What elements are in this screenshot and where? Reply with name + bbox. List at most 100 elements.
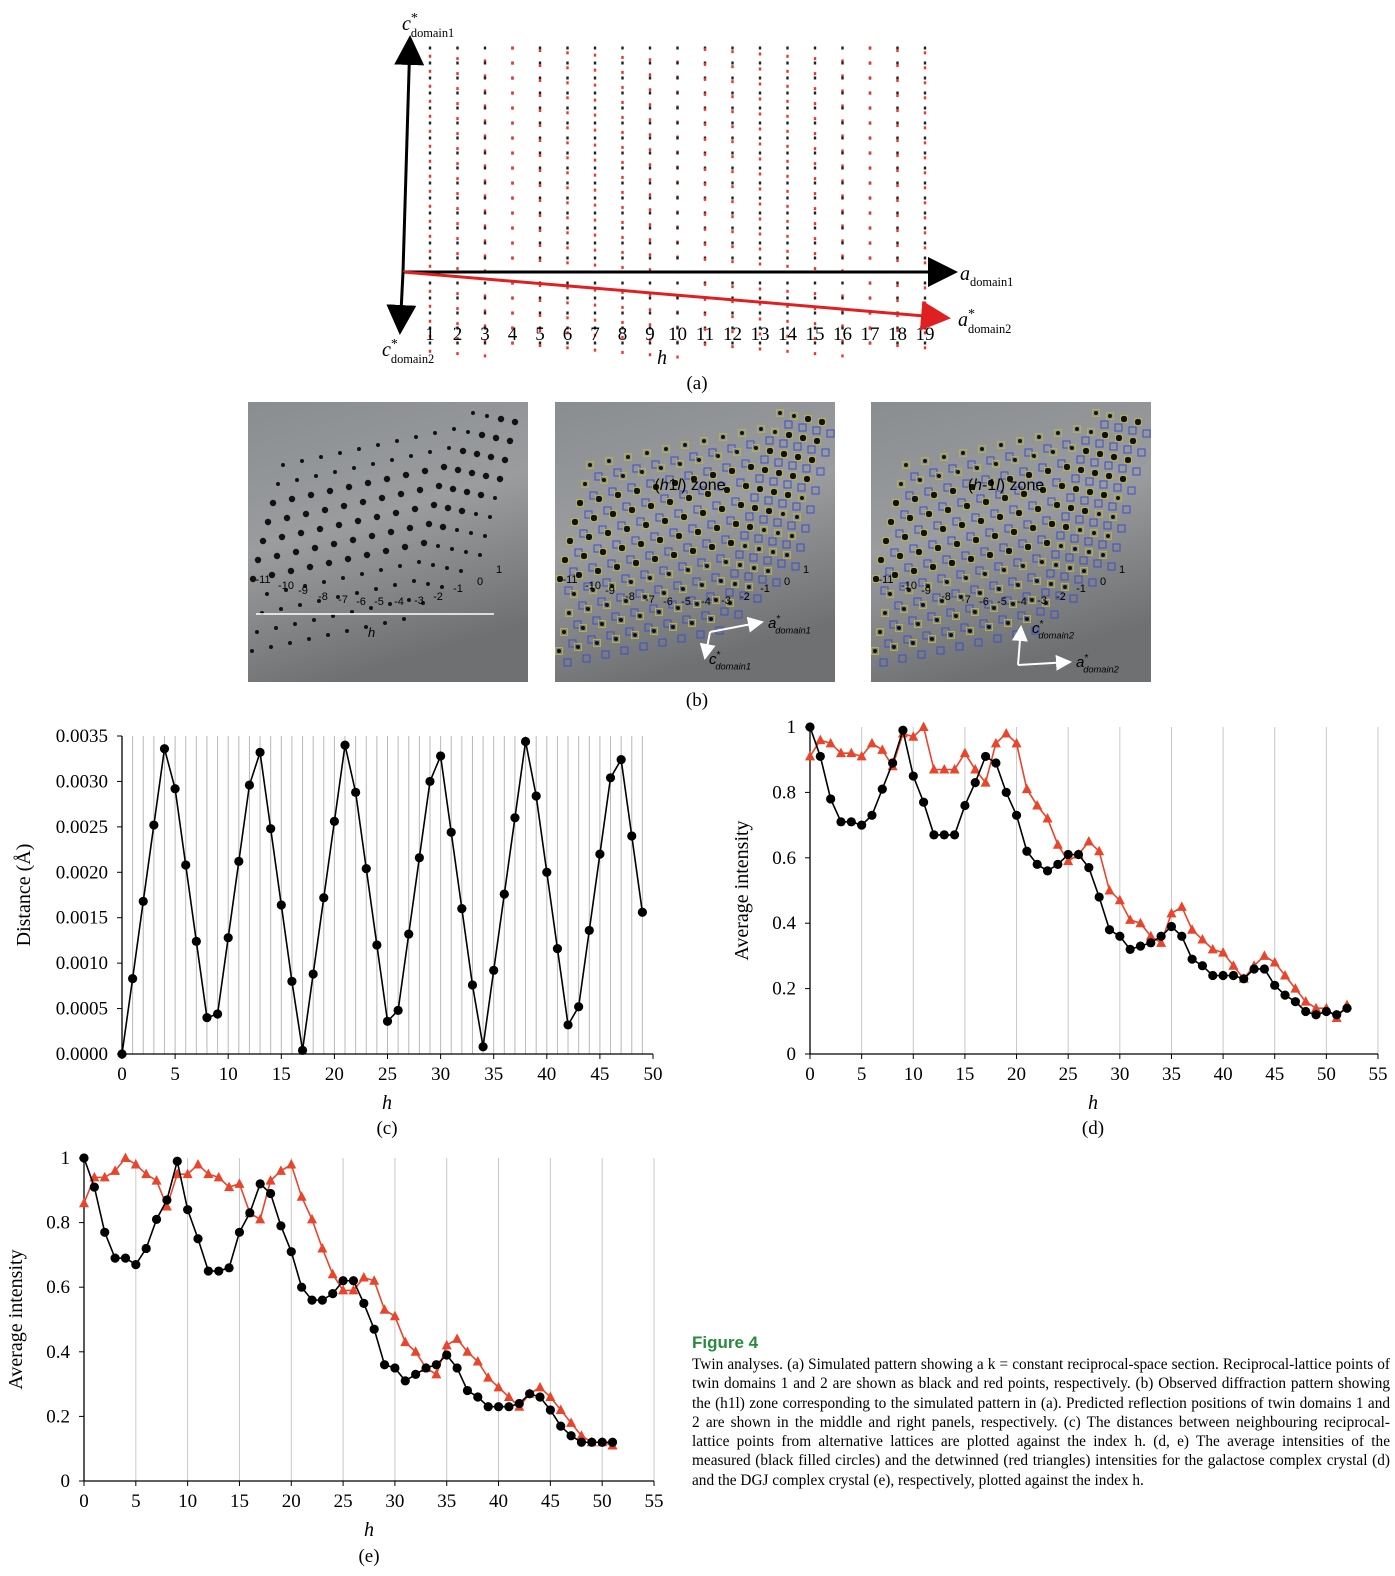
marker (478, 1042, 488, 1052)
zone-part: ) zone (1000, 477, 1045, 494)
lattice-point-domain1 (428, 211, 432, 215)
lattice-point-domain1 (456, 196, 459, 200)
marker (949, 764, 960, 774)
marker (1104, 925, 1115, 935)
spot (633, 633, 637, 637)
predicted-position (575, 571, 583, 579)
spot (421, 467, 429, 475)
lattice-point-domain2 (786, 84, 789, 88)
spot (387, 528, 395, 536)
predicted-position (707, 615, 715, 623)
lattice-point-domain2 (456, 57, 459, 61)
vector-symbol: c (709, 651, 717, 668)
lattice-point-domain1 (758, 281, 762, 285)
lattice-point-domain2 (758, 202, 762, 206)
marker (856, 750, 867, 761)
predicted-position (688, 619, 696, 627)
lattice-point-domain1 (456, 241, 459, 245)
lattice-point-domain1 (731, 341, 734, 345)
spot (1063, 463, 1071, 471)
lattice-point-domain2 (621, 55, 624, 59)
lattice-point-domain1 (648, 166, 652, 170)
lattice-point-domain1 (841, 181, 844, 185)
lattice-point-domain1 (676, 296, 679, 300)
marker (825, 737, 836, 748)
lattice-point-domain2 (758, 217, 762, 221)
spot (595, 641, 599, 645)
spot (737, 501, 745, 509)
spot (757, 547, 761, 551)
lattice-point-domain2 (483, 134, 487, 138)
lattice-point-domain2 (758, 172, 762, 176)
lattice-point-domain2 (648, 73, 652, 77)
marker (1135, 941, 1146, 951)
lattice-point-domain2 (841, 134, 844, 138)
lattice-point-domain1 (428, 61, 432, 65)
spot (633, 487, 641, 495)
lattice-point-domain2 (648, 353, 652, 357)
spot (585, 533, 593, 541)
lattice-point-domain2 (703, 312, 707, 316)
predicted-position (770, 488, 778, 496)
y-tick-label: 0.0010 (56, 953, 108, 974)
lattice-point-domain1 (648, 106, 652, 110)
lattice-point-domain2 (813, 57, 817, 61)
lattice-point-domain2 (896, 329, 899, 333)
spot (572, 592, 576, 596)
predicted-position (936, 646, 945, 655)
predicted-position (794, 453, 802, 461)
lattice-point-domain2 (786, 204, 789, 208)
y-tick-label: 0.4 (772, 913, 796, 934)
lattice-point-domain2 (428, 219, 432, 223)
lattice-point-domain1 (813, 76, 817, 80)
predicted-position (764, 496, 773, 505)
lattice-point-domain1 (923, 211, 927, 215)
predicted-position (652, 483, 660, 491)
spot (1075, 427, 1079, 431)
lattice-point-domain2 (923, 301, 927, 305)
lattice-point-domain2 (731, 50, 734, 54)
lattice-point-domain1 (676, 121, 679, 125)
lattice-point-domain2 (703, 257, 707, 261)
lattice-point-domain1 (621, 196, 624, 200)
spot (406, 524, 414, 532)
lattice-point-domain2 (813, 147, 817, 151)
predicted-position (934, 544, 942, 552)
vector-sub: domain2 (391, 352, 434, 366)
lattice-point-domain1 (758, 46, 762, 50)
predicted-position (738, 429, 746, 437)
marker (605, 773, 616, 783)
spot (637, 540, 645, 548)
panel-label: (a) (686, 373, 707, 394)
marker (410, 1346, 421, 1356)
y-tick-label: 0.0020 (56, 862, 108, 883)
spot (605, 603, 609, 607)
spot (740, 431, 744, 435)
spot (994, 462, 998, 466)
predicted-position (1119, 475, 1127, 483)
lattice-point-domain2 (483, 294, 487, 298)
marker (1239, 974, 1249, 984)
predicted-position (887, 518, 895, 526)
lattice-point-domain1 (538, 76, 542, 80)
predicted-position (940, 453, 948, 461)
spot (735, 450, 739, 454)
lattice-point-domain1 (566, 136, 569, 140)
lattice-point-domain1 (566, 281, 569, 285)
lattice-point-domain2 (566, 156, 569, 160)
marker (888, 758, 898, 768)
lattice-point-domain1 (593, 46, 597, 50)
spot (756, 485, 764, 493)
predicted-position (791, 562, 800, 571)
lattice-point-domain2 (703, 227, 707, 231)
predicted-position (1113, 483, 1122, 492)
spot (800, 496, 804, 500)
spot (496, 475, 504, 483)
lattice-point-domain2 (758, 127, 762, 131)
lattice-point-domain2 (566, 346, 569, 350)
lattice-point-domain2 (538, 64, 542, 68)
lattice-point-domain1 (813, 136, 817, 140)
lattice-point-domain2 (428, 334, 432, 338)
lattice-point-domain1 (758, 211, 762, 215)
lattice-point-domain1 (923, 241, 927, 245)
